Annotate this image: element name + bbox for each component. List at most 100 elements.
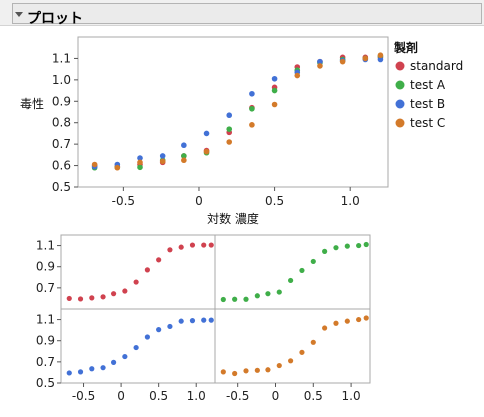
main-point-s3-1 xyxy=(114,164,121,171)
grid-point-p3-0 xyxy=(220,369,226,375)
grid-point-p3-8 xyxy=(310,339,316,345)
grid-point-p1-8 xyxy=(310,258,316,265)
legend-marker-2 xyxy=(395,99,405,109)
grid-point-p2-12 xyxy=(201,317,207,323)
grid-point-p1-5 xyxy=(276,289,282,295)
main-point-s3-11 xyxy=(339,58,346,65)
grid-point-p0-2 xyxy=(89,295,95,301)
grid-point-p0-6 xyxy=(133,279,139,285)
disclosure-triangle-icon[interactable] xyxy=(15,12,23,17)
main-point-s3-0 xyxy=(91,161,98,168)
grid-y-tick-label-r1-0: 0.5 xyxy=(36,376,55,390)
grid-point-p3-2 xyxy=(243,368,249,374)
main-point-s3-10 xyxy=(317,63,323,69)
grid-point-p0-5 xyxy=(122,288,128,294)
grid-point-p1-6 xyxy=(288,277,294,284)
grid-point-p1-4 xyxy=(265,291,271,297)
main-y-tick-label-2: 0.7 xyxy=(52,137,71,151)
main-point-s1-4 xyxy=(181,153,187,159)
main-y-tick-label-3: 0.8 xyxy=(52,116,71,130)
main-point-s3-3 xyxy=(159,158,166,165)
main-point-s3-2 xyxy=(137,159,143,166)
grid-point-p3-11 xyxy=(344,318,350,324)
main-point-s2-2 xyxy=(137,155,143,161)
main-point-s3-8 xyxy=(271,101,278,108)
grid-point-p1-3 xyxy=(254,293,260,299)
grid-y-tick-label-r0-3: 1.1 xyxy=(36,239,55,253)
outline-title-box: プロット xyxy=(12,3,482,27)
grid-y-tick-label-r0-1: 0.7 xyxy=(36,281,55,295)
main-point-s3-13 xyxy=(377,52,384,59)
main-point-s3-9 xyxy=(294,72,301,79)
main-point-s2-5 xyxy=(203,130,210,137)
main-x-tick-label-3: 1.0 xyxy=(341,194,360,208)
legend-marker-0 xyxy=(395,61,405,71)
grid-x-tick-label-c0-3: 1.0 xyxy=(187,389,206,403)
grid-point-p0-8 xyxy=(156,257,162,263)
grid-point-p3-5 xyxy=(276,362,282,369)
grid-x-tick-label-c0-0: -0.5 xyxy=(72,389,95,403)
grid-point-p0-10 xyxy=(178,244,184,250)
grid-point-p2-13 xyxy=(208,317,214,323)
grid-y-tick-label-r1-3: 1.1 xyxy=(36,313,55,327)
grid-point-p1-11 xyxy=(344,243,350,249)
main-point-s1-2 xyxy=(137,164,143,171)
grid-x-tick-label-c1-2: 0.5 xyxy=(304,389,323,403)
grid-point-p1-9 xyxy=(322,248,328,254)
grid-point-p3-4 xyxy=(265,367,271,373)
grid-point-p3-7 xyxy=(299,349,305,355)
grid-point-p3-3 xyxy=(254,367,260,373)
main-point-s2-13 xyxy=(377,56,384,63)
main-x-tick-label-0: -0.5 xyxy=(112,194,135,208)
legend-marker-1 xyxy=(395,80,405,90)
grid-point-p3-10 xyxy=(333,320,339,326)
grid-point-p2-1 xyxy=(77,369,84,375)
grid-point-p1-1 xyxy=(232,296,238,302)
main-point-s2-6 xyxy=(226,112,233,119)
grid-point-p3-13 xyxy=(363,315,369,321)
grid-point-p1-7 xyxy=(299,267,305,274)
main-point-s2-8 xyxy=(271,75,278,82)
main-point-s1-7 xyxy=(249,105,255,112)
main-point-s2-3 xyxy=(159,153,166,159)
grid-point-p3-9 xyxy=(322,325,328,331)
grid-point-p0-9 xyxy=(167,247,173,253)
grid-x-tick-label-c0-1: 0 xyxy=(117,389,125,403)
grid-y-tick-label-r1-1: 0.7 xyxy=(36,355,55,369)
grid-point-p2-0 xyxy=(66,370,72,376)
grid-point-p1-12 xyxy=(356,242,362,249)
main-point-s1-8 xyxy=(271,87,278,94)
main-point-s1-6 xyxy=(226,126,233,132)
legend-marker-3 xyxy=(395,118,405,128)
grid-point-p2-9 xyxy=(167,323,173,330)
grid-point-p1-2 xyxy=(243,296,249,302)
main-plot-frame xyxy=(77,36,389,188)
grid-point-p0-11 xyxy=(189,242,196,248)
panel-title: プロット xyxy=(27,11,83,27)
grid-point-p0-7 xyxy=(144,267,150,273)
grid-point-p2-2 xyxy=(89,366,95,372)
main-x-axis-label: 対数 濃度 xyxy=(207,211,259,226)
main-point-s3-12 xyxy=(362,55,369,62)
grid-x-tick-label-c1-0: -0.5 xyxy=(226,389,249,403)
grid-point-p2-3 xyxy=(100,365,106,371)
grid-point-p2-4 xyxy=(110,359,117,365)
main-point-s2-4 xyxy=(181,142,187,149)
grid-point-p0-13 xyxy=(208,242,214,248)
legend-label-1: test A xyxy=(410,78,446,92)
grid-point-p1-0 xyxy=(220,296,226,303)
main-x-tick-label-2: 0.5 xyxy=(265,194,284,208)
legend-label-2: test B xyxy=(410,97,445,111)
grid-point-p0-3 xyxy=(100,294,106,300)
main-y-tick-label-1: 0.6 xyxy=(52,159,71,173)
grid-point-p1-13 xyxy=(363,241,369,248)
main-y-tick-label-6: 1.1 xyxy=(52,51,71,65)
grid-point-p2-7 xyxy=(144,334,150,340)
main-point-s3-4 xyxy=(181,157,187,164)
grid-point-p3-12 xyxy=(356,316,362,323)
main-point-s2-7 xyxy=(249,90,255,97)
grid-point-p2-6 xyxy=(133,344,139,351)
main-point-s3-7 xyxy=(249,122,255,128)
grid-point-p2-8 xyxy=(156,327,162,333)
